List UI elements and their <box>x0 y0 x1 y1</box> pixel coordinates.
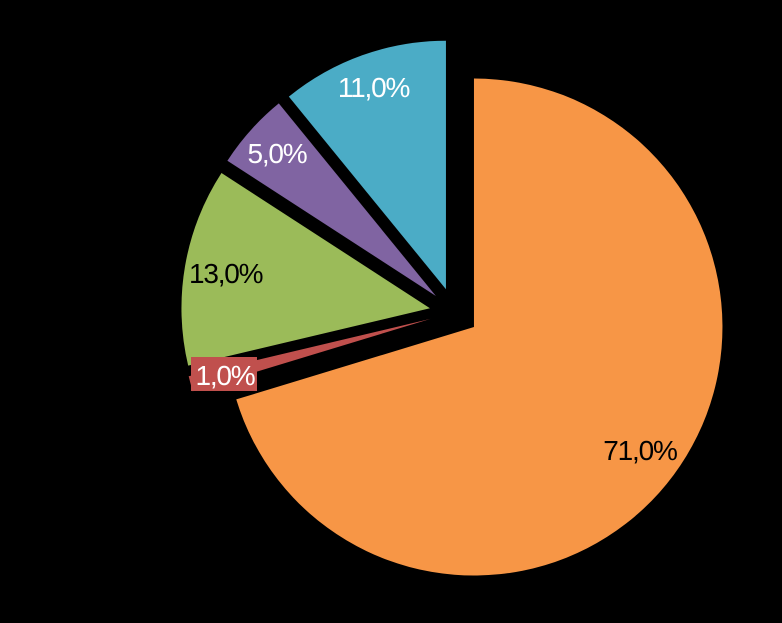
svg-text:11,0%: 11,0% <box>338 72 410 103</box>
svg-text:13,0%: 13,0% <box>189 258 263 289</box>
svg-text:71,0%: 71,0% <box>603 435 677 466</box>
svg-text:5,0%: 5,0% <box>247 138 306 169</box>
svg-text:1,0%: 1,0% <box>195 360 254 391</box>
